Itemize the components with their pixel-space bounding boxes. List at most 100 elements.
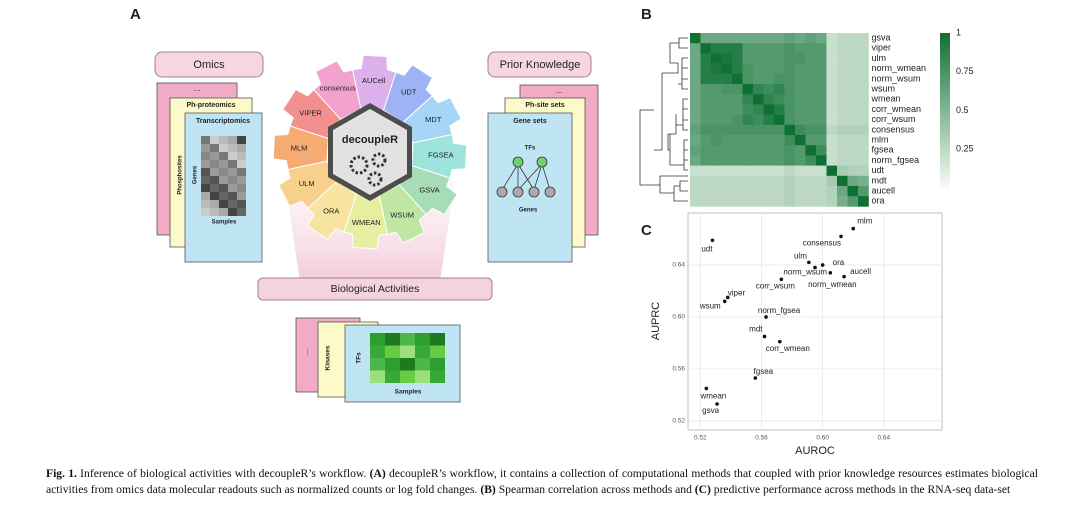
heatmap-cell <box>721 53 733 64</box>
heatmap-cell <box>732 186 743 197</box>
heatmap-cell <box>847 84 859 95</box>
heatmap-cell <box>847 155 859 166</box>
heatmap-cell <box>742 73 754 85</box>
heatmap-cell <box>774 114 785 126</box>
heatmap-cell <box>784 155 796 166</box>
heatmap-cell <box>721 155 733 166</box>
matrix-cell <box>228 192 237 200</box>
heatmap-cell <box>711 94 722 105</box>
heatmap-cell <box>753 104 764 115</box>
heatmap-cell <box>816 135 827 146</box>
heatmap-cell <box>858 165 869 177</box>
heatmap-cell <box>732 155 743 166</box>
heatmap-cell <box>690 33 701 44</box>
heatmap-cell <box>826 104 838 115</box>
heatmap-cell <box>805 124 817 136</box>
heatmap-cell <box>690 135 701 146</box>
heatmap-cell <box>700 145 712 156</box>
heatmap-cell <box>753 135 764 146</box>
heatmap-cell <box>774 165 785 177</box>
point <box>807 260 811 265</box>
heatmap-cell <box>711 84 722 95</box>
heatmap-cell <box>742 63 754 75</box>
point-label: fgsea <box>754 367 774 376</box>
heatmap-cell <box>742 104 754 115</box>
heatmap-cell <box>784 135 796 146</box>
caption-label: (A) <box>369 467 386 480</box>
matrix-cell <box>385 358 400 371</box>
heatmap-cell <box>837 175 848 187</box>
heatmap-cell <box>753 155 764 166</box>
point-label: ora <box>833 258 845 267</box>
heatmap-cell <box>837 145 848 156</box>
heatmap-cell <box>690 155 701 166</box>
matrix-cell <box>210 152 219 160</box>
heatmap-cell <box>732 43 743 54</box>
matrix-cell <box>210 200 219 208</box>
method-label: VIPER <box>299 108 322 117</box>
row-label: corr_wsum <box>872 114 916 124</box>
row-label: gsva <box>872 32 891 42</box>
matrix-cell <box>228 176 237 184</box>
heatmap-cell <box>732 94 743 105</box>
heatmap-cell <box>847 135 859 146</box>
heatmap-cell <box>690 196 701 207</box>
heatmap-cell <box>837 124 848 136</box>
point <box>753 376 758 380</box>
heatmap-cell <box>805 104 817 115</box>
matrix-cell <box>228 208 237 216</box>
heatmap-cell <box>690 63 701 75</box>
x-axis-title: AUROC <box>795 445 835 457</box>
matrix-cell <box>415 333 430 346</box>
method-label: ULM <box>299 179 315 188</box>
activity-matrix <box>370 333 445 383</box>
row-label: udt <box>872 165 885 175</box>
heatmap-cell <box>753 196 764 207</box>
heatmap-cell <box>742 33 754 44</box>
heatmap-cell <box>784 175 796 187</box>
caption-text: decoupleR’s workflow, it contains a coll… <box>46 467 1039 496</box>
heatmap-cell <box>700 94 712 105</box>
heatmap-cell <box>721 135 733 146</box>
heatmap-cell <box>690 124 701 136</box>
colorbar-tick-label: 0.75 <box>956 66 974 76</box>
heatmap-cell <box>700 53 712 64</box>
heatmap-cell <box>795 104 806 115</box>
heatmap-cell <box>858 175 869 187</box>
heatmap-cell <box>805 94 817 105</box>
heatmap-cell <box>784 63 796 75</box>
heatmap-cell <box>690 53 701 64</box>
heatmap-cell <box>763 73 775 85</box>
y-tick-label: 0.60 <box>672 314 685 321</box>
heatmap-cell <box>700 186 712 197</box>
heatmap-cell <box>690 175 701 187</box>
heatmap-cell <box>753 145 764 156</box>
output-title: Biological Activities <box>331 283 420 295</box>
matrix-cell <box>201 176 210 184</box>
matrix-cell <box>228 144 237 152</box>
heatmap-cell <box>784 43 796 54</box>
matrix-cell <box>219 160 228 168</box>
heatmap-cell <box>816 165 827 177</box>
heatmap-cell <box>837 53 848 64</box>
heatmap-cell <box>763 124 775 136</box>
matrix-cell <box>228 200 237 208</box>
heatmap-cell <box>795 196 806 207</box>
row-label: mdt <box>872 175 888 185</box>
heatmap-cell <box>732 135 743 146</box>
dendrogram <box>639 37 688 202</box>
point <box>839 234 843 239</box>
heatmap-cell <box>711 175 722 187</box>
axis-label: Genes <box>193 165 199 184</box>
row-label: norm_fgsea <box>872 155 920 165</box>
point <box>715 402 719 406</box>
point-label: gsva <box>702 406 719 415</box>
heatmap-cell <box>763 175 775 187</box>
heatmap-cell <box>753 94 764 105</box>
point <box>762 334 767 339</box>
card-title: ... <box>194 84 201 93</box>
heatmap-cell <box>795 114 806 126</box>
heatmap-cell <box>690 114 701 126</box>
heatmap-cell <box>774 43 785 54</box>
heatmap-cell <box>774 73 785 85</box>
